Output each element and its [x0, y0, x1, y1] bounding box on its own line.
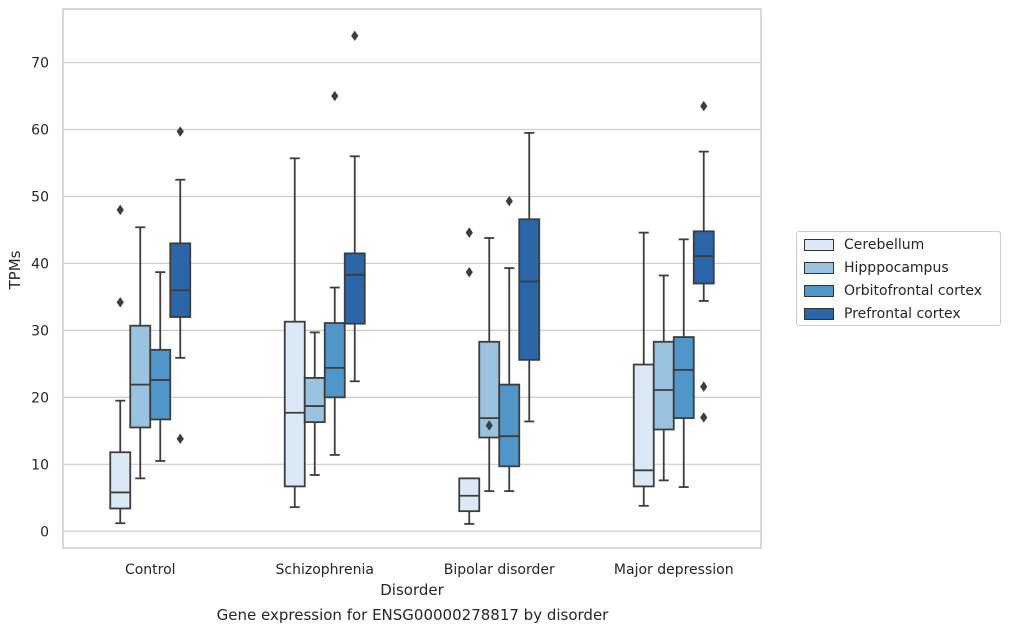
- outlier-point: [331, 90, 339, 102]
- x-tick-label: Bipolar disorder: [444, 562, 555, 578]
- box-body: [303, 377, 326, 424]
- x-axis-label: Disorder: [380, 581, 444, 599]
- box-orbitofrontal-cortex-bipolar-disorder: [498, 267, 521, 492]
- legend-swatch-hippocampus: [804, 262, 834, 274]
- y-tick-label: 30: [31, 323, 49, 339]
- y-tick-label: 10: [31, 457, 49, 473]
- y-tick-label: 70: [31, 56, 49, 72]
- y-tick-label: 40: [31, 256, 49, 272]
- legend-label: Prefrontal cortex: [844, 306, 961, 322]
- outlier-point: [505, 195, 513, 207]
- x-tick-label: Control: [125, 562, 176, 578]
- box-body: [632, 363, 655, 488]
- outlier-point: [465, 266, 473, 278]
- legend-label: Hipppocampus: [844, 260, 949, 276]
- figure-caption: Gene expression for ENSG00000278817 by d…: [216, 606, 609, 624]
- box-body: [129, 324, 152, 429]
- box-prefrontal-cortex-bipolar-disorder: [518, 131, 541, 423]
- y-tick-labels: 0 10 20 30 40 50 60 70: [31, 56, 49, 541]
- box-body: [458, 477, 481, 513]
- y-tick-label: 20: [31, 390, 49, 406]
- legend-swatch-prefrontal: [804, 308, 834, 320]
- plot-frame: [62, 8, 762, 549]
- box-body: [518, 218, 541, 361]
- x-tick-label: Schizophrenia: [276, 562, 374, 578]
- box-prefrontal-cortex-control: [169, 178, 192, 359]
- legend-swatch-orbitofrontal: [804, 285, 834, 297]
- box-body: [498, 383, 521, 468]
- legend-item-cerebellum: Cerebellum: [804, 235, 924, 255]
- outlier-point: [485, 420, 493, 431]
- y-tick-label: 50: [31, 189, 49, 205]
- outlier-point: [700, 381, 708, 392]
- y-axis-label: TPMs: [6, 250, 24, 290]
- box-body: [109, 451, 132, 510]
- box-prefrontal-cortex-major-depression: [692, 150, 715, 302]
- box-cerebellum-schizophrenia: [283, 157, 306, 509]
- y-tick-label: 0: [40, 524, 49, 540]
- box-hipppocampus-control: [129, 226, 152, 480]
- box-body: [343, 252, 366, 325]
- legend-swatch-cerebellum: [804, 239, 834, 251]
- x-tick-label: Major depression: [614, 562, 734, 578]
- plot-area: [109, 30, 715, 525]
- outlier-point: [700, 412, 708, 423]
- box-hipppocampus-bipolar-disorder: [478, 237, 501, 492]
- outlier-point: [700, 100, 708, 112]
- legend-label: Cerebellum: [844, 237, 925, 253]
- box-body: [169, 242, 192, 318]
- gridlines: [63, 61, 761, 532]
- box-body: [672, 336, 695, 420]
- legend-item-hippocampus: Hipppocampus: [804, 258, 949, 278]
- box-cerebellum-major-depression: [632, 231, 655, 507]
- x-tick-labels: Control Schizophrenia Bipolar disorder Majo…: [125, 562, 734, 578]
- box-orbitofrontal-cortex-major-depression: [672, 238, 695, 488]
- y-tick-label: 60: [31, 123, 49, 139]
- box-cerebellum-bipolar-disorder: [458, 477, 481, 525]
- box-prefrontal-cortex-schizophrenia: [343, 155, 366, 383]
- box-orbitofrontal-cortex-control: [149, 271, 172, 462]
- outlier-point: [465, 227, 473, 238]
- box-body: [149, 348, 172, 421]
- legend-item-prefrontal: Prefrontal cortex: [804, 304, 961, 324]
- legend-label: Orbitofrontal cortex: [844, 283, 982, 299]
- outlier-point: [176, 126, 184, 137]
- box-hipppocampus-major-depression: [652, 274, 675, 482]
- outlier-point: [116, 204, 124, 216]
- box-body: [283, 320, 306, 488]
- legend-item-orbitofrontal: Orbitofrontal cortex: [804, 281, 982, 301]
- box-body: [323, 322, 346, 399]
- box-body: [652, 340, 675, 431]
- outlier-point: [116, 297, 124, 308]
- box-body: [692, 230, 715, 285]
- outlier-point: [176, 433, 184, 445]
- box-cerebellum-control: [109, 399, 132, 525]
- legend: Cerebellum Hipppocampus Orbitofrontal co…: [796, 231, 1001, 326]
- box-orbitofrontal-cortex-schizophrenia: [323, 286, 346, 456]
- box-hipppocampus-schizophrenia: [303, 331, 326, 476]
- outlier-point: [351, 30, 359, 41]
